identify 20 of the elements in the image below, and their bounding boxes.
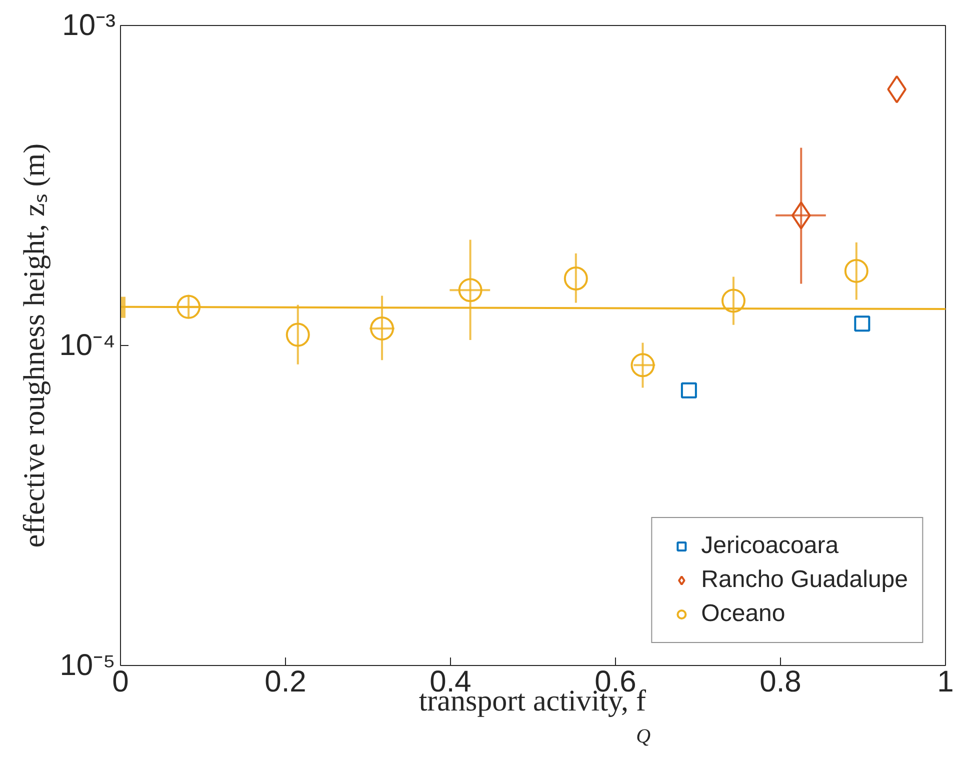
point [370, 316, 394, 340]
point [458, 278, 482, 302]
legend-label: Oceano [701, 600, 786, 628]
point [680, 382, 697, 398]
x-tick-label: 1 [937, 666, 954, 698]
y-tick-label: 10⁻⁴ [59, 329, 116, 362]
legend-label: Rancho Guadalupe [701, 566, 908, 594]
point [844, 258, 868, 283]
point [286, 322, 310, 347]
y-tick-label: 10⁻³ [62, 9, 116, 42]
point [176, 294, 201, 319]
point [854, 316, 870, 332]
point [791, 201, 811, 230]
point [630, 353, 655, 378]
point [721, 288, 746, 313]
point [564, 266, 588, 290]
x-tick-label: 0.8 [760, 666, 802, 698]
y-axis-title: effective roughness height, zₛ (m) [18, 143, 52, 548]
x-tick-label: 0.2 [264, 666, 306, 698]
legend-label: Jericoacoara [701, 532, 839, 560]
